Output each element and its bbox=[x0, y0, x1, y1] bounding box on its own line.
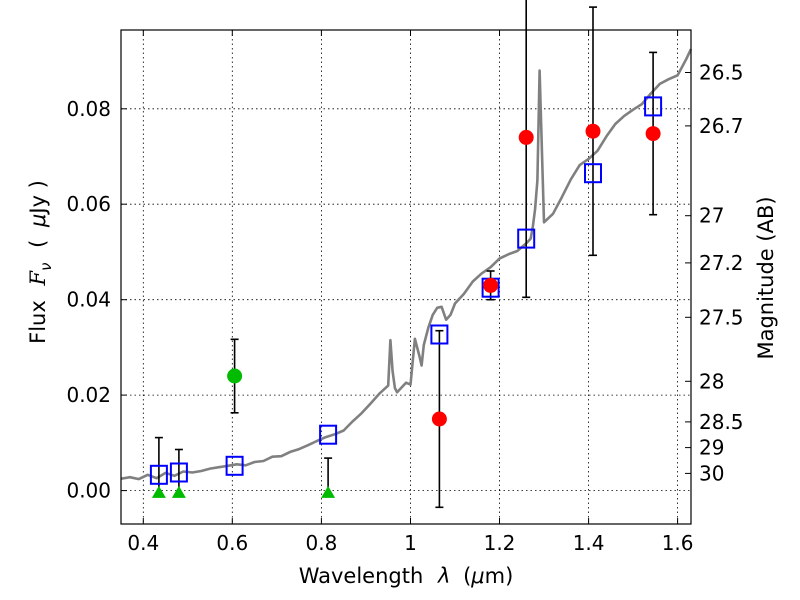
upper-limit-point bbox=[321, 485, 336, 498]
x-axis-label-unit-mu: μ bbox=[470, 564, 484, 588]
model-square-point bbox=[430, 324, 449, 345]
data-point bbox=[585, 123, 601, 139]
y-axis-label-text: Flux bbox=[26, 300, 50, 344]
model-square-point bbox=[584, 163, 602, 184]
x-tick-label: 1.2 bbox=[484, 531, 516, 555]
y-axis-label-unit-mu: μ bbox=[26, 214, 50, 228]
data-point bbox=[645, 126, 661, 142]
y2-tick-label: 26.5 bbox=[699, 61, 744, 85]
x-tick-label: 0.6 bbox=[216, 531, 248, 555]
y2-axis-label: Magnitude (AB) bbox=[754, 196, 778, 359]
x-axis-label-text: Wavelength bbox=[299, 564, 424, 588]
data-point bbox=[518, 129, 534, 145]
y2-tick-label: 30 bbox=[699, 461, 724, 485]
model-square-point bbox=[225, 455, 244, 476]
y2-tick-label: 28 bbox=[699, 369, 724, 393]
y-tick-label: 0.08 bbox=[66, 97, 111, 121]
x-axis-label-unit-rest: m) bbox=[485, 564, 514, 588]
y-tick-label: 0.04 bbox=[66, 288, 111, 312]
x-tick-label: 0.8 bbox=[305, 531, 337, 555]
series-layer bbox=[120, 0, 693, 509]
y2-tick-label: 29 bbox=[699, 436, 724, 460]
x-tick-label: 1 bbox=[404, 531, 417, 555]
model-square-point bbox=[644, 96, 663, 117]
x-axis-label-unit-open: ( bbox=[463, 564, 471, 588]
x-tick-label: 0.4 bbox=[127, 531, 159, 555]
upper-limit-point bbox=[171, 485, 186, 498]
x-axis-label-symbol: λ bbox=[437, 564, 450, 588]
x-axis-label: Wavelength λ (μm) bbox=[299, 564, 514, 588]
y-tick-label: 0.02 bbox=[66, 383, 111, 407]
y2-tick-label: 27.2 bbox=[699, 251, 744, 275]
model-square-point bbox=[517, 228, 536, 249]
y-axis-label-symbol: F bbox=[26, 270, 50, 287]
y-axis-label-subscript: ν bbox=[37, 263, 55, 271]
y-tick-label: 0.06 bbox=[66, 192, 111, 216]
spectrum-line bbox=[120, 48, 693, 481]
upper-limit-point bbox=[151, 485, 166, 498]
data-point bbox=[227, 368, 243, 384]
grid-layer bbox=[121, 30, 691, 524]
model-square-point bbox=[169, 462, 188, 483]
x-tick-label: 1.4 bbox=[573, 531, 605, 555]
y2-tick-label: 26.7 bbox=[699, 114, 744, 138]
y2-tick-label: 27.5 bbox=[699, 305, 744, 329]
tick-layer: 0.4 0.6 0.8 1 1.2 1.4 1.6 0.00 0.02 0.04 0.06 0.08 2… bbox=[66, 30, 744, 555]
data-point bbox=[431, 411, 447, 427]
y2-tick-label: 28.5 bbox=[699, 410, 744, 434]
model-square-point bbox=[149, 464, 168, 485]
x-tick-label: 1.6 bbox=[662, 531, 694, 555]
plot-frame bbox=[120, 29, 692, 525]
data-point bbox=[483, 277, 499, 293]
y-axis-label-unit-open: ( bbox=[26, 240, 50, 248]
y-tick-label: 0.00 bbox=[66, 479, 111, 503]
model-square-point bbox=[319, 424, 338, 445]
y-axis-label: Flux Fν ( μJy ) bbox=[26, 180, 56, 344]
y2-tick-label: 27 bbox=[699, 204, 724, 228]
y-axis-label-unit-rest: Jy ) bbox=[26, 180, 50, 216]
